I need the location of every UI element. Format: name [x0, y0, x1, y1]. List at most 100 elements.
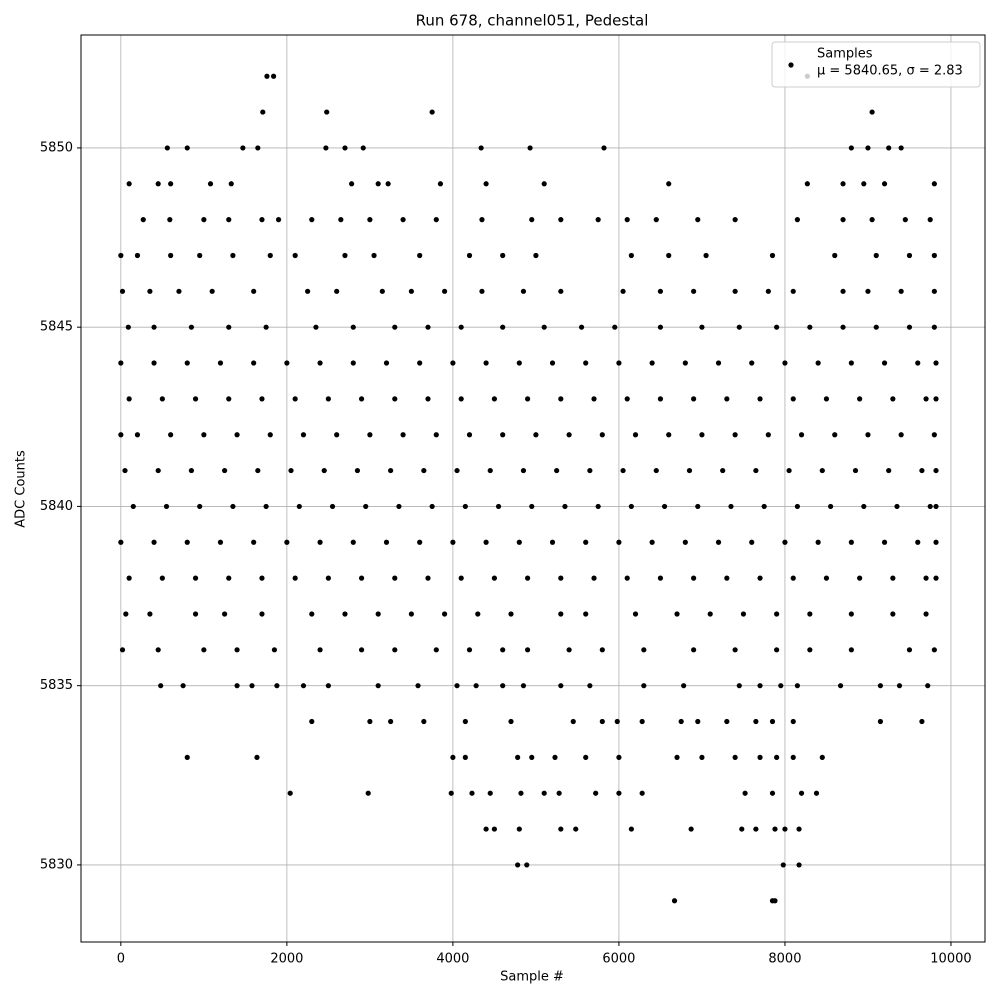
plot-area [118, 73, 939, 904]
data-point [126, 575, 132, 581]
data-point [408, 611, 414, 617]
data-point [595, 503, 601, 510]
data-point [425, 324, 431, 330]
data-point [896, 683, 903, 689]
x-tick-label: 4000 [436, 952, 469, 967]
data-point [274, 683, 280, 689]
data-point [837, 683, 844, 689]
data-point [666, 432, 672, 438]
data-point [234, 683, 240, 689]
data-point [469, 790, 475, 796]
data-point [761, 503, 767, 510]
data-point [300, 683, 307, 689]
data-point [558, 683, 564, 689]
data-point [578, 324, 585, 330]
data-point [796, 862, 802, 868]
data-point [699, 432, 705, 438]
data-point [840, 181, 846, 187]
data-point [732, 432, 738, 438]
data-point [923, 611, 929, 617]
data-point [595, 217, 601, 223]
data-point [118, 360, 124, 366]
data-point [222, 467, 228, 474]
data-point [728, 503, 734, 510]
data-point [454, 683, 460, 689]
data-point [450, 360, 456, 366]
data-point [857, 575, 863, 581]
data-point [342, 611, 348, 617]
data-point [217, 539, 224, 545]
data-point [653, 217, 659, 223]
data-point [558, 396, 564, 402]
data-point [873, 324, 879, 330]
axes-frame [80, 34, 986, 943]
data-point [790, 754, 796, 760]
y-tick-label: 5830 [40, 857, 73, 872]
data-point [931, 252, 937, 259]
data-point [848, 611, 854, 617]
data-point [433, 217, 439, 223]
data-point [292, 575, 298, 581]
data-point [769, 252, 776, 259]
data-point [375, 683, 381, 689]
data-point [790, 575, 796, 581]
data-point [342, 252, 348, 259]
data-point [798, 432, 805, 438]
data-point [271, 647, 278, 653]
legend: Samples μ = 5840.65, σ = 2.83 [771, 41, 981, 88]
y-tick-label: 5845 [40, 320, 73, 335]
data-point [753, 826, 759, 832]
legend-marker [788, 62, 794, 68]
data-point [724, 718, 730, 725]
data-point [549, 360, 556, 366]
data-point [358, 647, 365, 653]
data-point [691, 396, 697, 402]
data-point [599, 647, 605, 653]
data-point [688, 826, 694, 832]
data-point [180, 683, 186, 689]
data-point [782, 360, 788, 366]
data-point [462, 718, 468, 725]
data-point [325, 396, 331, 402]
data-point [780, 862, 786, 868]
data-point [840, 288, 846, 294]
data-point [541, 181, 547, 187]
data-point [724, 575, 730, 581]
data-point [786, 467, 792, 474]
data-point [616, 539, 622, 545]
data-point [500, 324, 506, 330]
data-point [259, 217, 265, 223]
data-point [168, 432, 174, 438]
data-point [288, 467, 294, 474]
data-point [782, 826, 788, 832]
data-point [226, 217, 232, 223]
data-point [520, 467, 527, 474]
data-point [118, 539, 124, 545]
data-point [886, 145, 892, 151]
data-point [628, 826, 634, 832]
data-point [927, 503, 933, 510]
data-point [616, 360, 622, 366]
data-point [491, 396, 497, 402]
data-point [873, 252, 879, 259]
data-point [466, 647, 473, 653]
data-point [573, 826, 579, 832]
data-point [749, 539, 755, 545]
data-point [525, 575, 531, 581]
data-point [632, 432, 639, 438]
data-point [251, 539, 257, 545]
data-point [639, 790, 645, 796]
data-point [890, 611, 896, 617]
data-point [674, 754, 680, 760]
data-point [300, 432, 307, 438]
data-point [657, 575, 664, 581]
data-point [587, 683, 593, 689]
data-point [226, 324, 232, 330]
data-point [774, 324, 780, 330]
data-point [155, 467, 161, 474]
data-point [260, 109, 266, 115]
data-point [695, 503, 701, 510]
data-point [441, 288, 448, 294]
data-point [699, 324, 705, 330]
